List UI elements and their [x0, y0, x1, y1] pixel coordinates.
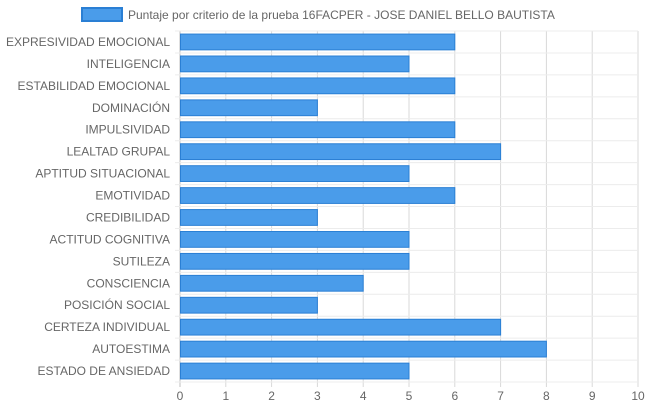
x-tick-label: 5: [406, 389, 413, 403]
legend-label: Puntaje por criterio de la prueba 16FACP…: [128, 8, 555, 22]
bar[interactable]: [180, 231, 410, 248]
bar[interactable]: [180, 362, 410, 380]
bar[interactable]: [180, 296, 318, 314]
category-label: CREDIBILIDAD: [86, 210, 170, 224]
bar[interactable]: [180, 33, 456, 51]
bar[interactable]: [180, 99, 318, 117]
x-tick-label: 6: [451, 389, 458, 403]
category-label: CONSCIENCIA: [87, 276, 170, 290]
x-tick-label: 9: [589, 389, 596, 403]
bar[interactable]: [180, 318, 502, 336]
category-label: IMPULSIVIDAD: [85, 123, 170, 137]
category-label: AUTOESTIMA: [92, 342, 170, 356]
bar[interactable]: [180, 55, 410, 73]
x-tick-label: 3: [314, 389, 321, 403]
bar[interactable]: [180, 274, 364, 292]
category-label: ACTITUD COGNITIVA: [50, 232, 170, 246]
x-tick-label: 2: [268, 389, 275, 403]
x-tick-label: 4: [360, 389, 367, 403]
category-label: EMOTIVIDAD: [95, 189, 170, 203]
legend-swatch: [81, 7, 123, 22]
category-label: SUTILEZA: [113, 254, 170, 268]
x-tick-label: 10: [631, 389, 645, 403]
bar[interactable]: [180, 121, 456, 139]
category-label: INTELIGENCIA: [87, 57, 170, 71]
x-tick-label: 0: [177, 389, 184, 403]
x-tick-labels: 0 1 2 3 4 5 6 7 8 9 10: [177, 389, 645, 403]
x-tick-label: 8: [543, 389, 550, 403]
bar[interactable]: [180, 187, 456, 204]
category-label: DOMINACIÓN: [92, 100, 170, 115]
category-label: ESTABILIDAD EMOCIONAL: [18, 79, 171, 93]
bar[interactable]: [180, 209, 318, 226]
legend[interactable]: Puntaje por criterio de la prueba 16FACP…: [81, 7, 555, 22]
category-label: EXPRESIVIDAD EMOCIONAL: [6, 35, 170, 49]
bar[interactable]: [180, 143, 502, 161]
category-labels: EXPRESIVIDAD EMOCIONAL INTELIGENCIA ESTABI…: [6, 35, 170, 378]
bar[interactable]: [180, 340, 547, 358]
category-label: APTITUD SITUACIONAL: [35, 167, 170, 181]
category-label: POSICIÓN SOCIAL: [64, 297, 170, 312]
bars: [180, 33, 547, 380]
category-label: CERTEZA INDIVIDUAL: [44, 320, 170, 334]
x-tick-label: 1: [222, 389, 229, 403]
x-tick-label: 7: [497, 389, 504, 403]
bar[interactable]: [180, 77, 456, 95]
bar[interactable]: [180, 165, 410, 182]
bar[interactable]: [180, 252, 410, 270]
category-label: LEALTAD GRUPAL: [67, 145, 171, 159]
category-label: ESTADO DE ANSIEDAD: [38, 364, 171, 378]
